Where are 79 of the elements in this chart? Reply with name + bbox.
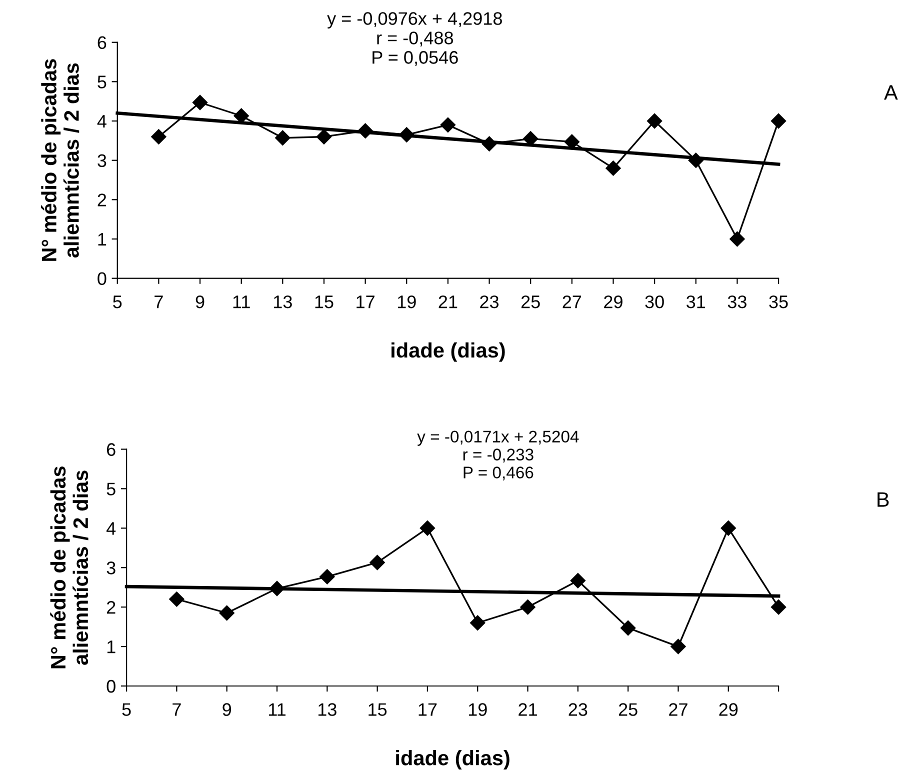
x-tick-label: 17 bbox=[418, 703, 437, 716]
point bbox=[320, 569, 335, 584]
point bbox=[420, 520, 436, 536]
point bbox=[770, 113, 786, 129]
x-tick-label: 15 bbox=[368, 703, 387, 716]
x-tick-label: 21 bbox=[518, 703, 537, 716]
point bbox=[646, 113, 662, 129]
point bbox=[151, 129, 166, 144]
point bbox=[688, 152, 704, 168]
point bbox=[482, 136, 497, 152]
x-tick-label: 9 bbox=[222, 703, 232, 716]
x-tick-label: 35 bbox=[769, 295, 788, 308]
x-tick-label: 30 bbox=[645, 295, 664, 308]
point bbox=[720, 520, 736, 536]
y-tick-label: 1 bbox=[98, 233, 106, 246]
y-tick-label: 0 bbox=[98, 272, 106, 286]
point bbox=[269, 580, 285, 596]
y-tick-label: 2 bbox=[98, 194, 106, 206]
point bbox=[470, 615, 486, 630]
x-tick-label: 11 bbox=[233, 296, 250, 308]
point bbox=[316, 129, 332, 144]
x-tick-label: 31 bbox=[686, 295, 706, 308]
y-tick-label: 3 bbox=[98, 154, 106, 168]
point bbox=[520, 600, 536, 615]
x-tick-label: 11 bbox=[269, 703, 286, 716]
point bbox=[358, 123, 373, 138]
x-tick-label: 29 bbox=[719, 703, 738, 716]
x-tick-label: 27 bbox=[669, 703, 688, 716]
point bbox=[564, 134, 580, 150]
x-tick-label: 21 bbox=[438, 295, 458, 308]
y-tick-label: 4 bbox=[106, 522, 116, 535]
y-tick-label: 1 bbox=[107, 640, 116, 654]
x-tick-label: 19 bbox=[468, 703, 487, 716]
x-tick-label: 23 bbox=[480, 295, 499, 308]
x-tick-label: 27 bbox=[562, 295, 582, 308]
y-tick-label: 2 bbox=[106, 601, 116, 614]
point bbox=[670, 638, 686, 654]
annotation: y = -0,0976x + 4,2918 r = -0,488 P = 0,0546 bbox=[327, 12, 502, 66]
x-tick-label: 15 bbox=[315, 296, 334, 308]
x-tick-label: 33 bbox=[728, 295, 746, 308]
x-tick-label: 13 bbox=[274, 295, 292, 308]
text: A bbox=[884, 85, 898, 100]
y-tick-label: 4 bbox=[97, 115, 106, 128]
y-tick-label: 5 bbox=[106, 482, 116, 496]
x-tick-label: 29 bbox=[604, 295, 622, 308]
point bbox=[770, 600, 786, 615]
x-tick-label: 5 bbox=[122, 703, 131, 716]
point bbox=[169, 592, 184, 607]
y-tick-label: 3 bbox=[106, 562, 116, 574]
y-tick-label: 6 bbox=[107, 443, 116, 456]
x-tick-label: 7 bbox=[154, 296, 163, 308]
x-axis-title: idade (dias) bbox=[392, 342, 505, 362]
point bbox=[275, 130, 290, 146]
x-tick-label: 17 bbox=[356, 296, 374, 308]
point bbox=[440, 117, 456, 132]
y-tick-label: 6 bbox=[98, 36, 106, 50]
y-axis-title: N° médio de picadas aliemntícias / 2 dias bbox=[40, 59, 80, 261]
x-tick-label: 23 bbox=[568, 703, 588, 716]
x-axis-title: idade (dias) bbox=[396, 750, 510, 770]
y-axis-title: N° médio de picadas aliemntícias / 2 dias bbox=[50, 466, 88, 668]
point bbox=[730, 231, 745, 247]
point bbox=[192, 94, 208, 110]
x-tick-label: 13 bbox=[318, 703, 336, 716]
point bbox=[570, 573, 586, 588]
point bbox=[399, 127, 414, 142]
x-tick-label: 25 bbox=[618, 703, 638, 716]
x-tick-label: 19 bbox=[398, 295, 416, 308]
point bbox=[219, 605, 234, 621]
y-tick-label: 5 bbox=[98, 76, 106, 88]
point bbox=[234, 108, 249, 124]
point bbox=[370, 554, 385, 570]
point bbox=[620, 620, 636, 636]
point bbox=[606, 160, 621, 176]
y-tick-label: 0 bbox=[106, 680, 116, 693]
x-tick-label: 7 bbox=[172, 703, 181, 716]
x-tick-label: 9 bbox=[196, 295, 204, 308]
x-tick-label: 25 bbox=[521, 295, 540, 308]
annotation: y = -0,0171x + 2,5204 r = -0,233 P = 0,466 bbox=[417, 430, 579, 480]
text: B bbox=[878, 492, 889, 507]
